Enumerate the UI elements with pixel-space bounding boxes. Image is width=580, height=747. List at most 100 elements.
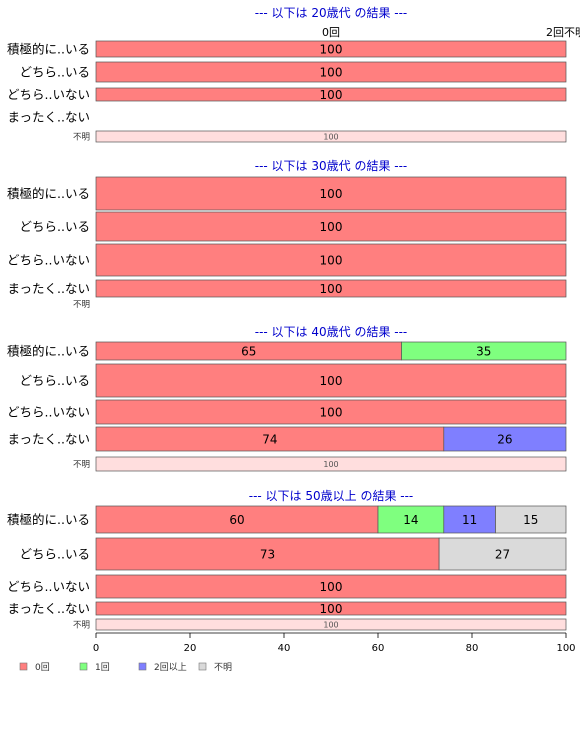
bar-segment — [95, 574, 567, 599]
bar-value-label: 100 — [320, 66, 343, 80]
bar-value-label: 100 — [323, 621, 338, 630]
bar-value-label: 100 — [320, 374, 343, 388]
bar-segment — [95, 243, 567, 277]
bar-segment — [95, 61, 567, 83]
bar-value-label: 100 — [320, 220, 343, 234]
bar-segment — [95, 211, 567, 242]
row-label: まったく..ない — [8, 432, 90, 447]
bar-row: どちら..いない 100 — [7, 87, 567, 102]
bar-value-label: 100 — [320, 602, 343, 616]
bar-segment — [95, 399, 567, 425]
bar-value-label: 100 — [323, 133, 338, 142]
bar-segment — [95, 87, 567, 102]
legend-swatch — [198, 662, 207, 671]
section-3: --- 以下は 40歳代 の結果 --- 積極的に..いる 65 35 どちら..いる 1… — [7, 325, 567, 472]
bar-value-label: 100 — [320, 88, 343, 102]
bar-row: まったく..ない 100 — [8, 279, 567, 298]
bar-value-label: 74 — [262, 433, 277, 447]
bar-segment — [95, 40, 567, 58]
bar-row: 積極的に..いる 65 35 — [7, 341, 567, 361]
x-tick-label: 80 — [466, 643, 479, 654]
bar-row: 不明 100 — [73, 130, 567, 143]
bar-row: 積極的に..いる 100 — [7, 40, 567, 58]
legend-label: 1回 — [95, 662, 110, 673]
bar-segment — [95, 505, 379, 534]
row-label: 積極的に..いる — [7, 42, 90, 57]
bar-value-label: 27 — [495, 548, 510, 562]
bar-row: まったく..ない — [8, 110, 90, 125]
bar-segment — [95, 363, 567, 398]
bar-row: 不明 100 — [73, 456, 567, 472]
row-label: どちら..いない — [7, 405, 90, 420]
bar-row: まったく..ない 74 26 — [8, 426, 567, 452]
row-label: まったく..ない — [8, 601, 90, 616]
legend-label: 0回 — [35, 662, 50, 673]
section-title: --- 以下は 20歳代 の結果 --- — [255, 6, 408, 20]
x-tick-label: 60 — [372, 643, 385, 654]
bar-segment — [95, 176, 567, 211]
bar-row: まったく..ない 100 — [8, 601, 567, 616]
section-title: --- 以下は 30歳代 の結果 --- — [255, 159, 408, 173]
bar-value-label: 14 — [403, 513, 418, 527]
section-2: --- 以下は 30歳代 の結果 --- 積極的に..いる 100 どちら..いる 10… — [7, 159, 567, 310]
legend-swatch — [138, 662, 147, 671]
chart-bars: 0回 2回不明 --- 以下は 20歳代 の結果 --- 積極的に..いる 100 どちら… — [7, 6, 580, 631]
row-label: 不明 — [73, 300, 90, 310]
x-tick-label: 20 — [184, 643, 197, 654]
section-1: --- 以下は 20歳代 の結果 --- 積極的に..いる 100 どちら..いる 10… — [7, 6, 567, 143]
row-label: どちら..いない — [7, 579, 90, 594]
bar-value-label: 11 — [462, 513, 477, 527]
row-label: 積極的に..いる — [7, 186, 90, 201]
bar-row: 積極的に..いる 100 — [7, 176, 567, 211]
bar-segment — [95, 130, 567, 143]
legend-label: 不明 — [214, 662, 232, 673]
x-tick-label: 100 — [556, 643, 575, 654]
x-tick-label: 0 — [93, 643, 99, 654]
bar-segment — [438, 537, 567, 571]
bar-value-label: 100 — [320, 187, 343, 201]
bar-value-label: 100 — [320, 282, 343, 296]
bar-value-label: 100 — [320, 254, 343, 268]
row-label: どちら..いる — [20, 219, 90, 234]
column-header-0kai: 0回 — [322, 26, 340, 39]
row-label: まったく..ない — [8, 281, 90, 296]
bar-segment — [401, 341, 567, 361]
bar-segment — [95, 456, 567, 472]
bar-row: 不明 100 — [73, 618, 567, 631]
bar-row: どちら..いる 100 — [20, 363, 567, 398]
legend-swatch — [19, 662, 28, 671]
legend-item: 2回以上 — [138, 662, 187, 673]
bar-segment — [377, 505, 445, 534]
column-header-overlap: 2回不明 — [546, 26, 580, 39]
legend-item: 1回 — [79, 662, 110, 673]
bar-row: どちら..いる 73 27 — [20, 537, 567, 571]
bar-value-label: 35 — [476, 345, 491, 359]
bar-row: どちら..いない 100 — [7, 574, 567, 599]
bar-segment — [95, 618, 567, 631]
bar-row: どちら..いない 100 — [7, 399, 567, 425]
x-tick-label: 40 — [278, 643, 291, 654]
legend-item: 0回 — [19, 662, 50, 673]
bar-value-label: 100 — [320, 43, 343, 57]
section-4: --- 以下は 50歳以上 の結果 --- 積極的に..いる 60 14 11 15 どちら… — [7, 489, 567, 631]
bar-segment — [95, 601, 567, 616]
bar-value-label: 65 — [241, 345, 256, 359]
bar-segment — [95, 537, 440, 571]
bar-value-label: 60 — [229, 513, 244, 527]
bar-value-label: 100 — [320, 580, 343, 594]
row-label: 積極的に..いる — [7, 344, 90, 359]
bar-row: 積極的に..いる 60 14 11 15 — [7, 505, 567, 534]
bar-value-label: 100 — [320, 406, 343, 420]
bar-segment — [443, 505, 496, 534]
row-label: 不明 — [73, 460, 90, 470]
bar-row: どちら..いない 100 — [7, 243, 567, 277]
row-label: まったく..ない — [8, 110, 90, 125]
bar-segment — [495, 505, 567, 534]
legend-label: 2回以上 — [154, 662, 187, 673]
row-label: どちら..いる — [20, 373, 90, 388]
bar-row: どちら..いる 100 — [20, 61, 567, 83]
bar-value-label: 73 — [260, 548, 275, 562]
section-title: --- 以下は 40歳代 の結果 --- — [255, 325, 408, 339]
legend-item: 不明 — [198, 662, 232, 673]
